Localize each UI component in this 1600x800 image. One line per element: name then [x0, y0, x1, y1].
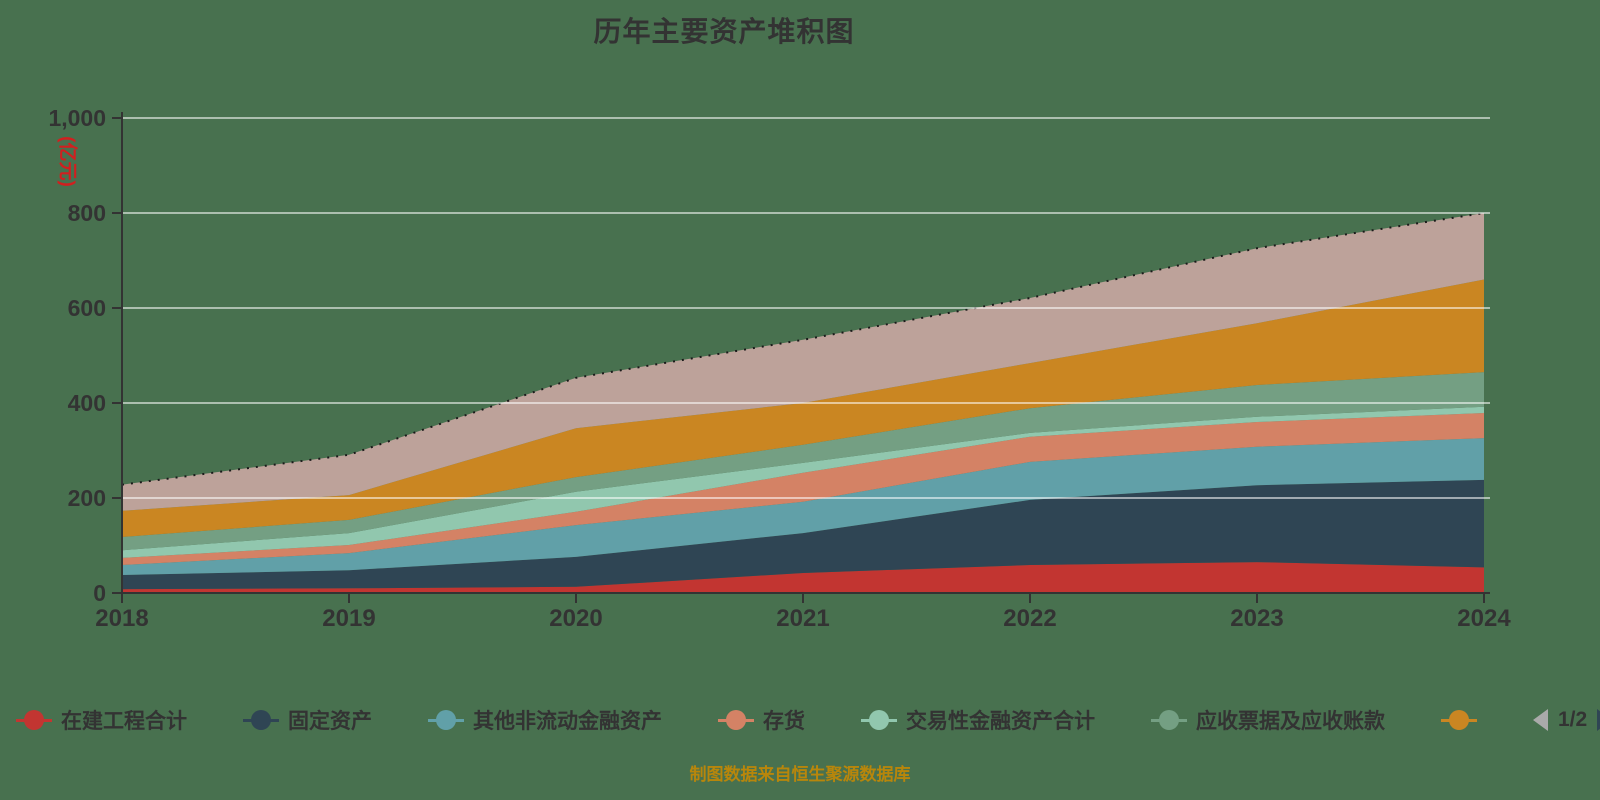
stacked-area-chart: 0 200 400 600 800 1,000 2018 2019 2020 2021 2022 20… [48, 105, 1511, 632]
x-tick-label-2020: 2020 [549, 605, 602, 632]
y-tick-label-400: 400 [68, 390, 106, 416]
area-series-6[interactable] [122, 372, 1484, 551]
legend-line-circle-icon [16, 709, 52, 731]
legend-item-label: 其他非流动金融资产 [473, 710, 662, 733]
x-tick-label-2022: 2022 [1003, 605, 1056, 632]
area-series-8[interactable] [122, 213, 1484, 511]
legend-item-在建工程合计[interactable]: 在建工程合计 [16, 705, 187, 735]
legend-next-icon[interactable] [1597, 709, 1600, 731]
y-tick-label-800: 800 [68, 200, 106, 226]
y-tick-label-600: 600 [68, 295, 106, 321]
legend-line-circle-icon [718, 709, 754, 731]
area-series-4[interactable] [122, 413, 1484, 565]
legend-line-circle-icon [1151, 709, 1187, 731]
y-tick-label-200: 200 [68, 485, 106, 511]
legend-item-其他非流动金融资产[interactable]: 其他非流动金融资产 [428, 705, 662, 735]
legend-item-存货[interactable]: 存货 [718, 705, 805, 735]
data-source-note: 制图数据来自恒生聚源数据库 [689, 765, 911, 784]
legend: 在建工程合计 固定资产 其他非流动金融资产 存货 交易性金融资产合计 应收票据及应收账款 … [0, 698, 1600, 742]
x-tick-label-2018: 2018 [95, 605, 148, 632]
legend-item-label: 固定资产 [288, 710, 372, 733]
legend-item-固定资产[interactable]: 固定资产 [243, 705, 372, 735]
legend-item-series-7[interactable] [1441, 709, 1477, 731]
legend-pager-label: 1/2 [1558, 708, 1588, 731]
chart-title: 历年主要资产堆积图 [593, 16, 855, 47]
x-tick-label-2021: 2021 [776, 605, 829, 632]
legend-line-circle-icon [1441, 709, 1477, 731]
legend-item-交易性金融资产合计[interactable]: 交易性金融资产合计 [861, 705, 1095, 735]
x-tick-label-2024: 2024 [1457, 605, 1511, 632]
x-tick-label-2019: 2019 [322, 605, 375, 632]
area-series-2[interactable] [122, 479, 1484, 590]
legend-item-label: 应收票据及应收账款 [1196, 710, 1385, 733]
y-tick-label-0: 0 [93, 580, 106, 606]
legend-line-circle-icon [861, 709, 897, 731]
legend-item-label: 存货 [763, 710, 805, 733]
area-series-7[interactable] [122, 279, 1484, 538]
area-series-1[interactable] [122, 562, 1484, 593]
legend-line-circle-icon [243, 709, 279, 731]
legend-prev-icon[interactable] [1533, 709, 1548, 731]
legend-pager: 1/2 [1533, 708, 1600, 732]
y-tick-label-1000: 1,000 [48, 105, 106, 131]
legend-line-circle-icon [428, 709, 464, 731]
x-tick-label-2023: 2023 [1230, 605, 1283, 632]
stack-top-line [121, 212, 1485, 486]
area-series-5[interactable] [122, 406, 1484, 558]
area-series-3[interactable] [122, 438, 1484, 575]
legend-item-应收票据及应收账款[interactable]: 应收票据及应收账款 [1151, 705, 1385, 735]
legend-item-label: 在建工程合计 [61, 710, 187, 733]
legend-item-label: 交易性金融资产合计 [906, 710, 1095, 733]
